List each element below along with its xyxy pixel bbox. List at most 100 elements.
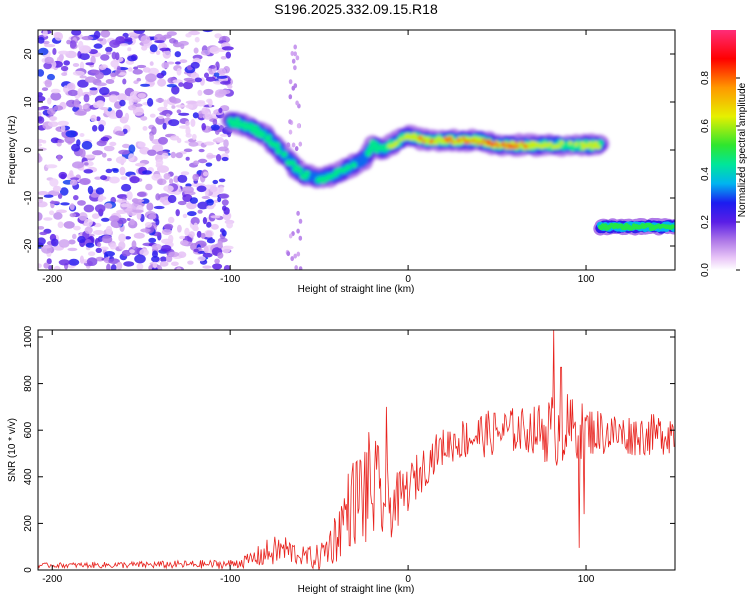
noise-speckle — [38, 153, 42, 163]
noise-speckle — [159, 256, 167, 263]
noise-speckle — [149, 113, 156, 118]
ridge-blob — [568, 140, 573, 145]
noise-speckle — [206, 221, 212, 228]
noise-speckle — [218, 89, 231, 95]
ridge-blob — [559, 140, 564, 145]
noise-speckle — [49, 200, 60, 205]
noise-speckle — [57, 193, 63, 199]
ridge-blob — [485, 139, 488, 143]
chart-title: S196.2025.332.09.15.R18 — [274, 1, 438, 17]
ridge-blob — [289, 159, 296, 167]
noise-speckle — [97, 38, 104, 42]
ridge-blob — [593, 140, 599, 145]
ridge-blob — [514, 141, 518, 145]
noise-speckle — [203, 88, 214, 96]
noise-speckle — [180, 240, 189, 246]
noise-speckle — [67, 89, 79, 97]
noise-speckle — [122, 78, 127, 85]
noise-speckle — [155, 193, 161, 201]
second-signal-band — [593, 217, 675, 236]
noise-speckle — [190, 61, 200, 69]
noise-speckle — [100, 136, 110, 142]
noise-speckle — [110, 60, 119, 68]
noise-speckle — [151, 267, 158, 270]
noise-speckle — [74, 110, 87, 116]
noise-speckle — [126, 218, 131, 221]
noise-speckle — [218, 178, 226, 183]
noise-speckle — [72, 161, 84, 169]
noise-speckle — [117, 209, 125, 214]
noise-speckle — [79, 148, 86, 158]
noise-speckle — [41, 245, 52, 249]
noise-speckle — [210, 223, 219, 230]
noise-speckle — [68, 258, 80, 266]
noise-speckle — [197, 255, 206, 262]
noise-speckle — [161, 228, 172, 236]
noise-speckle — [90, 114, 97, 122]
noise-speckle — [106, 263, 111, 270]
noise-speckle — [49, 210, 55, 216]
noise-speckle — [100, 54, 110, 61]
noise-speckle — [223, 265, 231, 270]
ridge-blob — [273, 142, 281, 149]
noise-speckle — [79, 133, 85, 137]
noise-speckle — [200, 49, 211, 56]
noise-speckle — [111, 51, 117, 60]
ridge-blob — [556, 144, 562, 149]
noise-speckle — [201, 107, 209, 115]
noise-speckle — [185, 126, 191, 136]
noise-speckle — [101, 217, 110, 222]
spectrogram-xtick-label: -100 — [220, 274, 240, 285]
noise-speckle — [193, 47, 199, 54]
noise-speckle — [221, 245, 231, 254]
noise-speckle — [210, 124, 220, 131]
noise-speckle — [295, 55, 300, 61]
noise-speckle — [110, 264, 117, 270]
noise-speckle — [206, 238, 216, 244]
ridge-blob — [303, 170, 311, 177]
noise-speckle — [286, 251, 291, 257]
noise-speckle — [115, 156, 127, 164]
noise-speckle — [171, 85, 180, 95]
noise-speckle — [83, 169, 94, 174]
noise-speckle — [39, 231, 48, 236]
ridge-blob — [503, 145, 507, 149]
noise-speckle — [94, 204, 106, 213]
ridge-blob — [434, 141, 439, 146]
noise-speckle — [119, 99, 126, 107]
noise-speckle — [128, 98, 134, 106]
noise-speckle — [136, 191, 147, 197]
noise-speckle — [182, 186, 194, 194]
noise-speckle — [38, 226, 45, 230]
noise-speckle — [116, 65, 121, 75]
noise-speckle — [49, 178, 59, 187]
noise-speckle — [148, 67, 159, 76]
noise-speckle — [38, 116, 45, 124]
noise-speckle — [220, 133, 228, 137]
noise-speckle — [53, 265, 61, 270]
noise-speckle — [51, 238, 59, 247]
ridge-blob — [516, 145, 520, 149]
noise-speckle — [116, 261, 123, 270]
ridge-blob — [449, 137, 453, 140]
snr-line — [38, 330, 675, 570]
ridge-blob — [495, 142, 498, 145]
ridge-blob — [457, 138, 461, 142]
noise-speckle — [155, 159, 164, 167]
noise-speckle — [185, 104, 194, 109]
noise-speckle — [43, 217, 53, 221]
noise-speckle — [122, 143, 131, 149]
noise-speckle — [105, 46, 113, 53]
noise-speckle — [128, 144, 136, 154]
noise-speckle — [57, 221, 64, 229]
noise-speckle — [38, 92, 43, 97]
noise-speckle — [105, 79, 115, 84]
noise-speckle — [119, 43, 129, 47]
noise-speckle — [194, 77, 202, 83]
noise-speckle — [128, 153, 135, 162]
noise-speckle — [200, 232, 206, 239]
ridge-blob — [259, 130, 267, 138]
noise-speckle — [79, 75, 87, 79]
